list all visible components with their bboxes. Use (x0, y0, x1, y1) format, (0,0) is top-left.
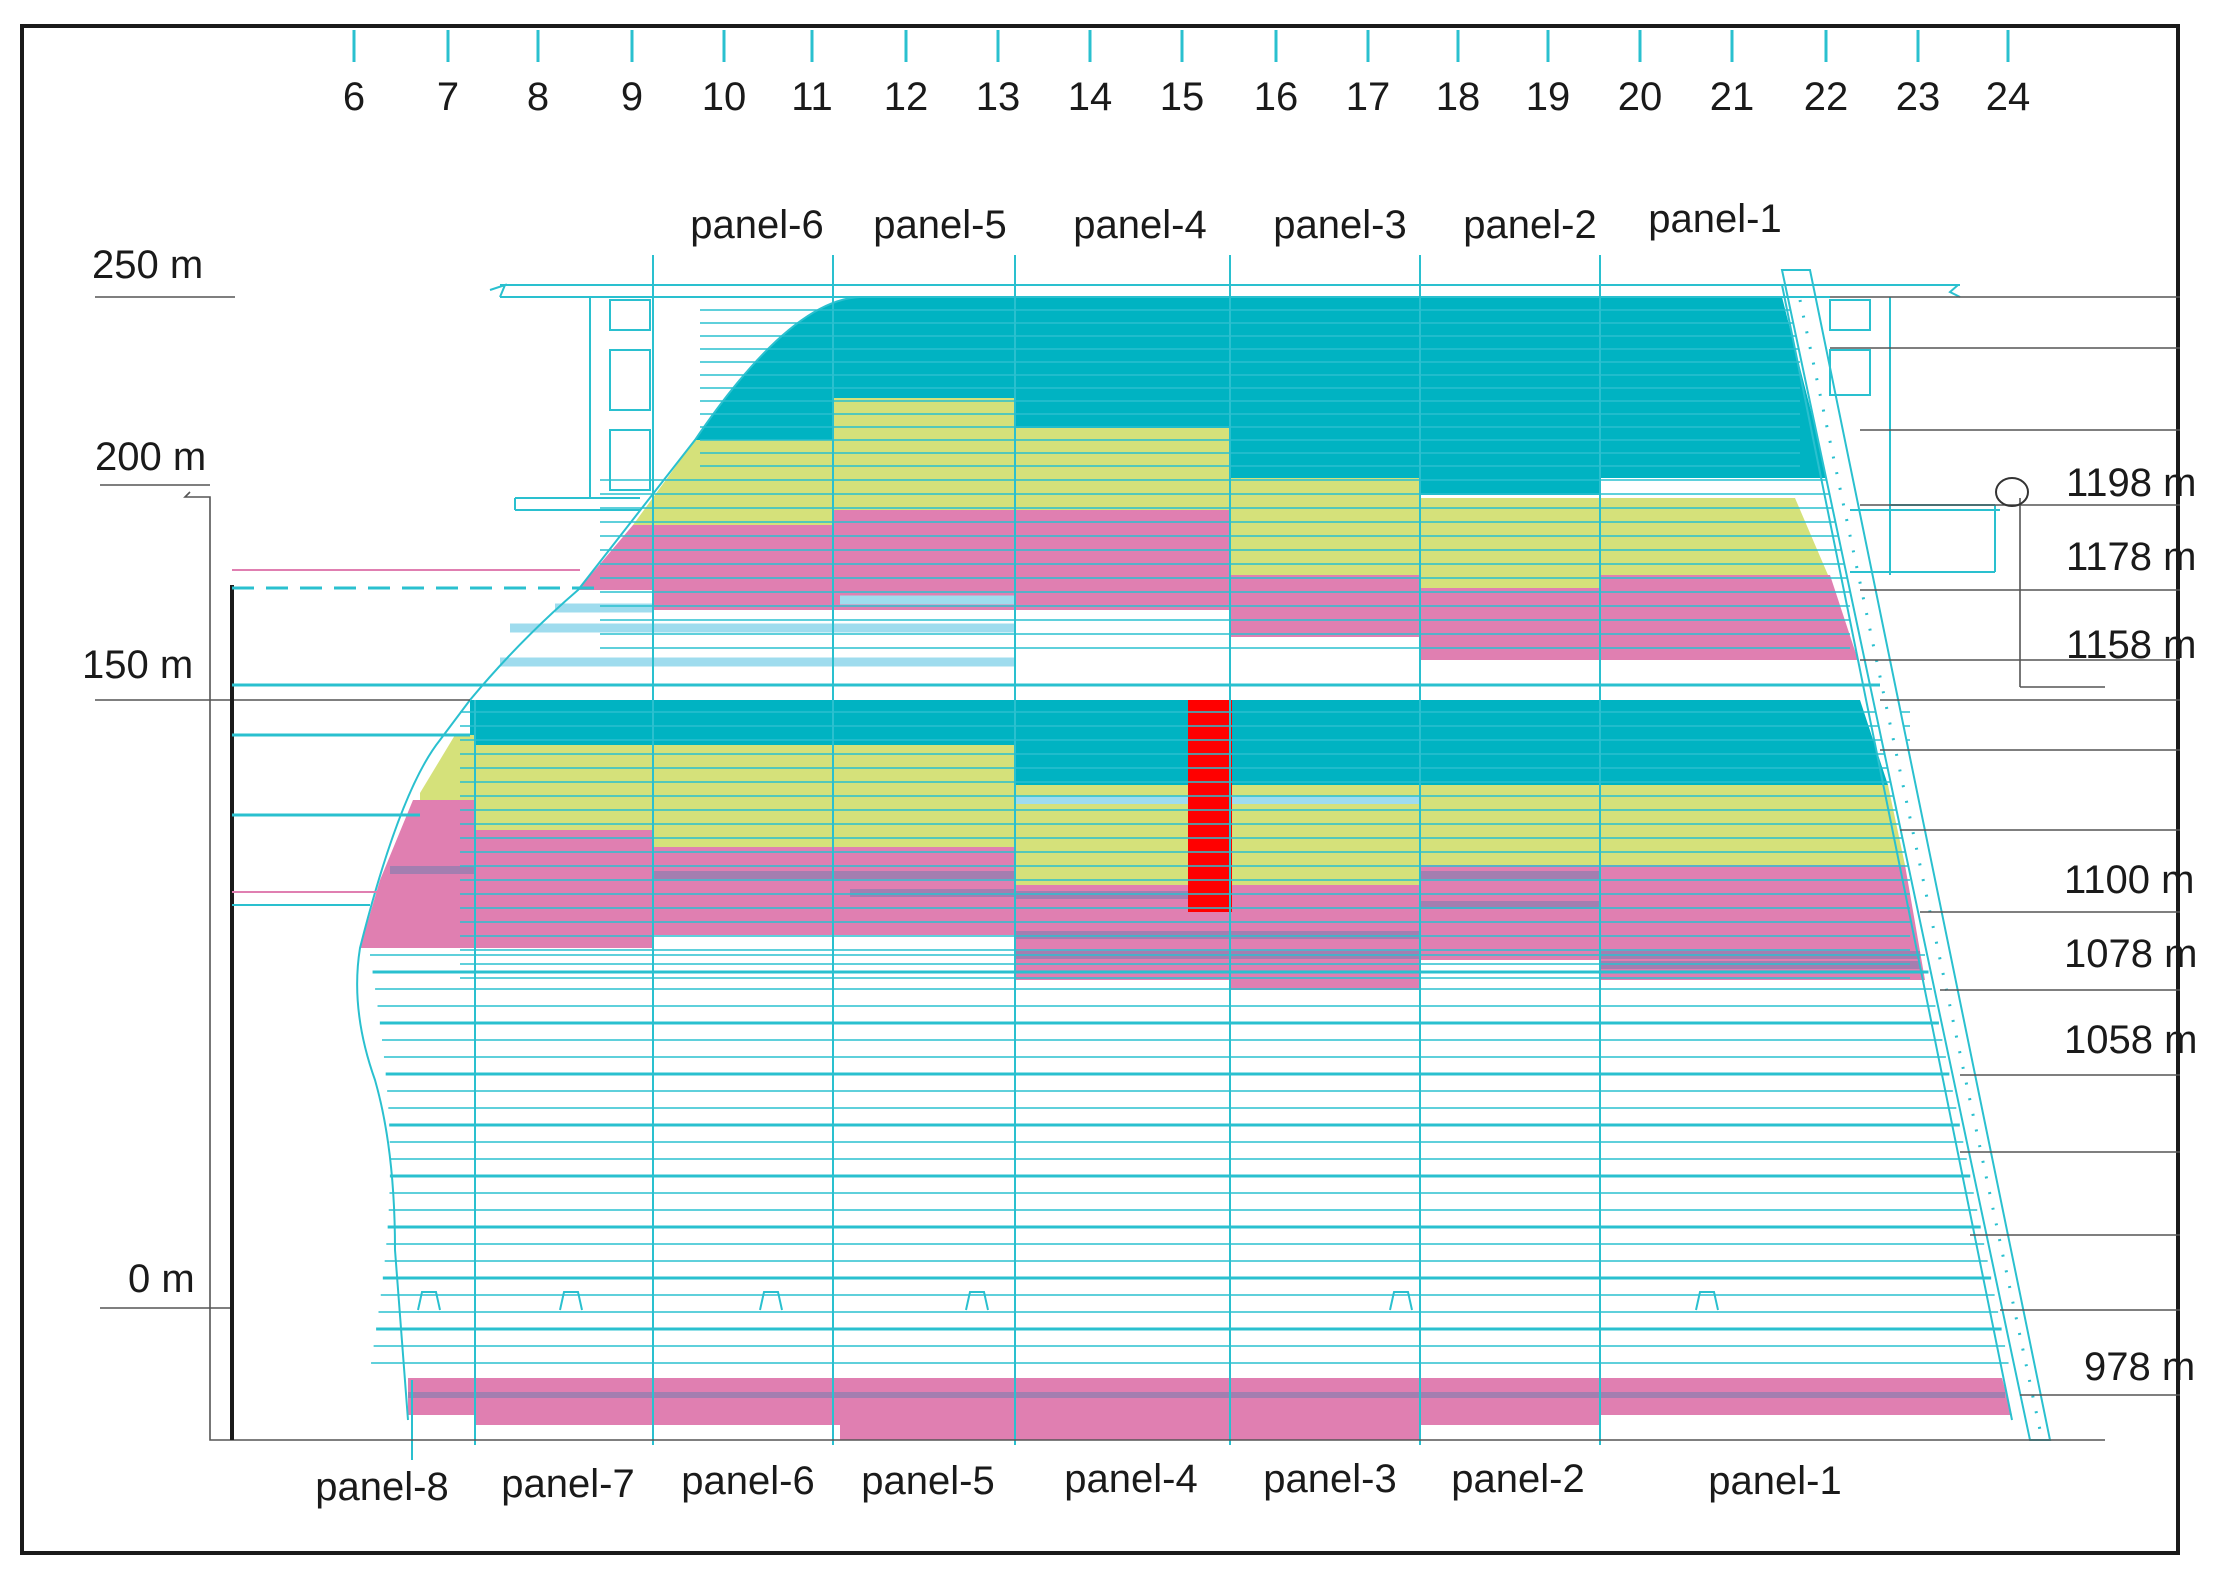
upper-light-blue-stripes (500, 595, 1015, 667)
panel-label-bottom: panel-8 (315, 1465, 448, 1509)
elevation-labels: 1198 m 1178 m 1158 m 1100 m 1078 m 1058 … (2064, 461, 2197, 1389)
panel-label-bottom: panel-5 (861, 1459, 994, 1503)
elevation-label: 1058 m (2064, 1018, 2197, 1062)
panel-labels-bottom: panel-8 panel-7 panel-6 panel-5 panel-4 … (315, 1457, 1841, 1509)
upper-cyan-layer (695, 297, 1828, 495)
red-marker (1188, 700, 1232, 912)
column-axis: 6 7 8 9 10 11 12 13 14 15 16 17 18 19 20 21 22 23 24 (343, 30, 2030, 119)
fault-band-dots (1798, 299, 2042, 1431)
column-number: 16 (1254, 75, 1299, 119)
panel-label-bottom: panel-4 (1064, 1457, 1197, 1501)
panel-label-top: panel-5 (873, 203, 1006, 247)
elevation-label: 1178 m (2066, 535, 2196, 579)
scale-label: 250 m (92, 243, 203, 287)
scale-label: 200 m (95, 435, 206, 479)
elevation-label: 1158 m (2066, 623, 2196, 667)
column-number: 11 (791, 75, 833, 119)
column-number: 12 (884, 75, 929, 119)
left-scale (95, 296, 2105, 1441)
elevation-label: 1100 m (2064, 858, 2194, 902)
column-number: 24 (1986, 75, 2031, 119)
column-number: 18 (1436, 75, 1481, 119)
upper-pink-panel-1 (1600, 575, 1858, 660)
scale-labels: 250 m 200 m 150 m 0 m (82, 243, 206, 1301)
column-number: 17 (1346, 75, 1391, 119)
middle-yellow-panel-7 (475, 745, 653, 830)
panel-label-top: panel-6 (690, 203, 823, 247)
column-number: 19 (1526, 75, 1571, 119)
figure-frame (20, 24, 2180, 1555)
support-markers (417, 1291, 1719, 1311)
upper-pink-panel-4 (1015, 510, 1230, 605)
column-number: 13 (976, 75, 1021, 119)
panel-label-top: panel-1 (1648, 197, 1781, 241)
column-number: 10 (702, 75, 747, 119)
middle-block (360, 700, 1925, 990)
column-number: 22 (1804, 75, 1849, 119)
panel-label-bottom: panel-7 (501, 1462, 634, 1506)
panel-label-bottom: panel-2 (1451, 1457, 1584, 1501)
elevation-label: 1078 m (2064, 932, 2197, 976)
panel-label-bottom: panel-1 (1708, 1459, 1841, 1503)
column-number: 20 (1618, 75, 1663, 119)
column-number: 8 (527, 75, 549, 119)
column-number: 15 (1160, 75, 1205, 119)
middle-yellow-panel-2-1 (1420, 785, 1905, 865)
panel-labels-top: panel-6 panel-5 panel-4 panel-3 panel-2 … (690, 197, 1781, 247)
bottom-pink-band (408, 1378, 2012, 1440)
panel-label-top: panel-2 (1463, 203, 1596, 247)
column-number: 9 (621, 75, 643, 119)
panel-label-top: panel-3 (1273, 203, 1406, 247)
upper-pink-left-wedge (585, 525, 653, 590)
middle-pink-panel-6 (653, 847, 833, 935)
left-boundary-curve (356, 296, 861, 1421)
column-number: 23 (1896, 75, 1941, 119)
panel-label-top: panel-4 (1073, 203, 1206, 247)
level-lines (370, 309, 2009, 1364)
panel-label-bottom: panel-6 (681, 1459, 814, 1503)
right-extension-lines (1830, 296, 2180, 1396)
panel-boundaries (411, 255, 1601, 1460)
upper-white-strip (1230, 637, 1420, 647)
column-number: 14 (1068, 75, 1113, 119)
panel-label-bottom: panel-3 (1263, 1457, 1396, 1501)
middle-pink-panel-2 (1420, 865, 1600, 960)
scale-label: 0 m (128, 1257, 195, 1301)
middle-pink-panel-7 (475, 830, 653, 948)
column-number: 6 (343, 75, 365, 119)
upper-pink-panel-2 (1420, 588, 1600, 660)
bottom-band (408, 1378, 2012, 1440)
column-number: 21 (1710, 75, 1755, 119)
shaft-symbol (1850, 477, 2029, 573)
scale-label: 150 m (82, 643, 193, 687)
upper-pink-panel-6 (653, 525, 833, 610)
middle-cyan-layer (470, 700, 1888, 785)
elevation-label: 978 m (2084, 1345, 2195, 1389)
elevation-label: 1198 m (2066, 461, 2196, 505)
column-number: 7 (437, 75, 459, 119)
